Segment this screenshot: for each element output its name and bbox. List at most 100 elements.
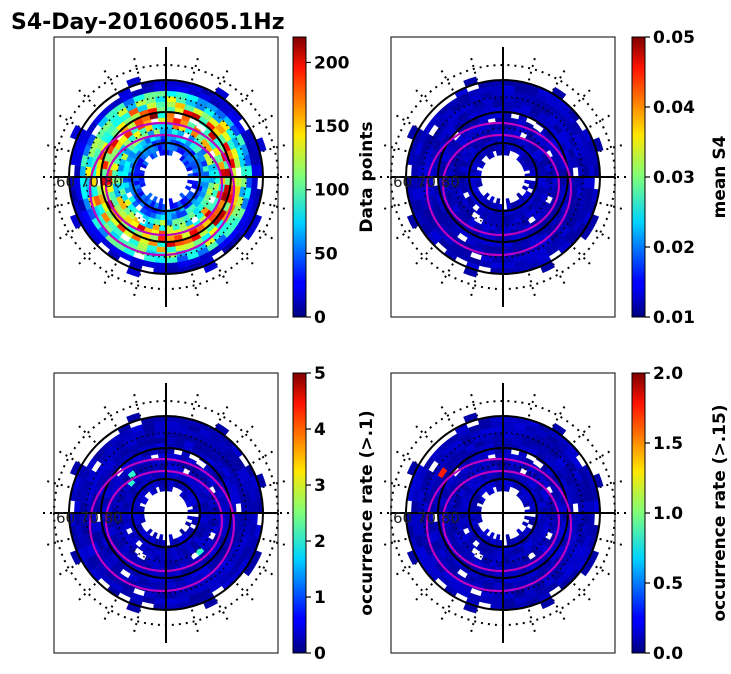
heatmap-cell [126, 412, 142, 425]
heatmap-cell [572, 176, 579, 188]
heatmap-cell [165, 225, 174, 232]
oval-contour [441, 133, 561, 237]
mlt-spoke [573, 583, 595, 605]
colorbar-tick-label: 0.05 [653, 28, 695, 48]
heatmap-cell [591, 473, 604, 489]
heatmap-gap [532, 123, 544, 133]
heatmap-cell [126, 265, 142, 278]
colorbar-label: mean S4 [710, 135, 730, 218]
oval-contour [88, 121, 236, 257]
oval-contour [88, 457, 236, 593]
panel-1: 60 70 80 0 50 100 150 200 Data points [38, 36, 377, 328]
colorbar-tick-label: 1.0 [653, 504, 683, 524]
heatmap-cell [588, 164, 595, 178]
mlt-spoke [599, 478, 627, 489]
mlt-spoke [74, 247, 96, 269]
heatmap-cell [588, 500, 595, 514]
mlt-spoke [552, 401, 568, 427]
heatmap-cell [491, 90, 504, 98]
mlt-spoke [552, 263, 568, 289]
heatmap-cell [165, 101, 177, 108]
mlt-spoke [215, 401, 231, 427]
colorbar-tick-label: 3 [314, 476, 326, 496]
heatmap-cell [153, 421, 167, 428]
mlt-spoke [589, 448, 615, 464]
heatmap-cell [165, 561, 174, 568]
heatmap-cell [251, 500, 258, 514]
heatmap-cell [235, 176, 242, 188]
mlt-spoke [101, 65, 117, 91]
heatmap-cell [491, 256, 504, 264]
heatmap-cell [251, 512, 258, 526]
mlt-spoke [236, 247, 258, 269]
heatmap-cell [214, 422, 230, 437]
heatmap-cell [155, 246, 167, 253]
heatmap-gap [525, 452, 537, 462]
panel-4: 60 70 80 0.0 0.5 1.0 1.5 2.0 occurrence rate (… [375, 364, 730, 664]
heatmap-cell [251, 164, 258, 178]
heatmap-gap [532, 459, 544, 469]
mlt-spoke [438, 599, 454, 625]
colorbar-tick-label: 0.01 [653, 308, 695, 328]
colorbar-label: Data points [357, 121, 377, 232]
colorbar [292, 372, 307, 654]
heatmap-cell [184, 521, 192, 527]
heatmap-cell [490, 262, 504, 269]
mlt-spoke [468, 609, 479, 637]
heatmap-cell [502, 592, 515, 600]
mlt-spoke [101, 263, 117, 289]
heatmap-cells [68, 412, 267, 614]
heatmap-cell [582, 165, 590, 178]
colorbar-tick-label: 2 [314, 532, 326, 552]
mlt-spoke [262, 201, 290, 212]
mlt-spoke [262, 478, 290, 489]
mlt-spoke [379, 478, 407, 489]
heatmap-cell [155, 101, 167, 108]
colorbar-tick-label: 0.04 [653, 98, 695, 118]
colorbar-tick-label: 0 [314, 308, 326, 328]
heatmap-cell [153, 262, 167, 269]
oval-contour [425, 457, 573, 593]
heatmap-cell [242, 213, 263, 241]
heatmap-cell [154, 90, 167, 98]
colorbar-tick-label: 0 [314, 644, 326, 664]
mlt-spoke [379, 142, 407, 153]
mlt-spoke [101, 401, 117, 427]
lat-label: 60 70 80 [393, 509, 460, 527]
heatmap-cell [521, 185, 529, 191]
mlt-spoke [527, 53, 538, 81]
mlt-spoke [468, 273, 479, 301]
colorbar-label: occurrence rate (>.1) [357, 410, 377, 615]
heatmap-gap [195, 459, 207, 469]
heatmap-cell [165, 256, 178, 264]
mlt-spoke [252, 112, 278, 128]
heatmap-cell [490, 421, 504, 428]
mlt-spoke [215, 599, 231, 625]
heatmap-cell [240, 512, 248, 524]
heatmap-cell [491, 426, 504, 434]
heatmap-cell [490, 85, 504, 92]
heatmap-cell [502, 561, 511, 568]
heatmap-cell [539, 596, 555, 610]
heatmap-cell [165, 246, 177, 253]
heatmap-cell [184, 185, 192, 191]
heatmap-cell [406, 549, 420, 565]
mlt-spoke [599, 142, 627, 153]
mlt-spoke [131, 389, 142, 417]
heatmap-cell [463, 76, 479, 89]
heatmap-cell [155, 582, 167, 589]
heatmap-gap [188, 116, 200, 126]
mlt-spoke [42, 142, 70, 153]
heatmap-cell [254, 473, 267, 489]
heatmap-cell [69, 461, 83, 477]
heatmap-cell [406, 213, 420, 229]
mlt-spoke [411, 247, 433, 269]
mlt-spoke [101, 599, 117, 625]
oval-contour [104, 133, 224, 237]
heatmap-cell [245, 165, 253, 178]
mlt-spoke [527, 389, 538, 417]
heatmap-cell [202, 596, 218, 610]
heatmap-cell [490, 598, 504, 605]
colorbar-tick-label: 2.0 [653, 364, 683, 384]
mlt-spoke [54, 448, 80, 464]
